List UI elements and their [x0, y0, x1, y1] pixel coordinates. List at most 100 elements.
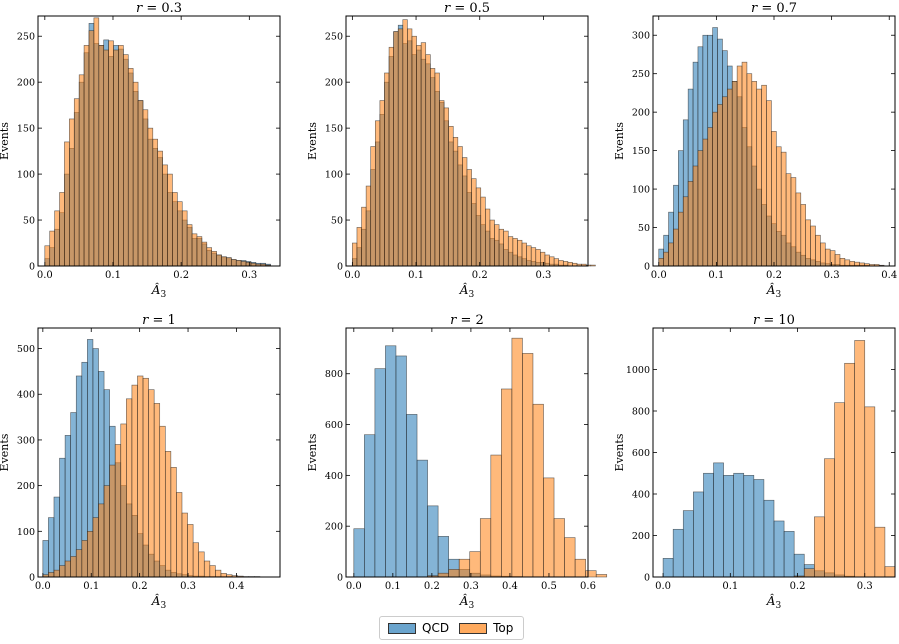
y-tick-label: 200 — [17, 481, 35, 492]
bar-top — [543, 477, 555, 578]
bar-top — [795, 192, 802, 267]
panel-title: r = 10 — [753, 313, 795, 328]
bar-top — [87, 531, 94, 578]
y-tick-label: 400 — [325, 471, 343, 482]
y-axis-label: Events — [306, 122, 319, 160]
bar-top — [585, 570, 597, 578]
legend-item-top: Top — [459, 621, 513, 635]
bar-qcd — [703, 472, 714, 578]
bar-top — [562, 261, 569, 267]
bar-qcd — [427, 505, 439, 578]
y-tick-label: 200 — [17, 78, 35, 89]
bar-top — [49, 230, 55, 267]
panel-title-var: r — [751, 1, 761, 16]
bar-top — [803, 568, 815, 578]
bar-top — [352, 242, 358, 267]
x-tick-label: 0.6 — [580, 581, 596, 592]
panel-3: 0.0 0.1 0.2 0.3 0.4 0 50 100 150 200 250 300 r = 0.7… — [613, 1, 897, 300]
bar-top — [53, 569, 60, 578]
bar-top — [231, 259, 237, 267]
y-tick-label: 300 — [632, 31, 650, 42]
bar-top — [44, 245, 51, 267]
bar-top — [494, 224, 500, 267]
panel-title-value: = 0.3 — [146, 1, 182, 16]
x-tick-label: 0.3 — [463, 581, 479, 592]
x-axis-label: Â3 — [459, 593, 475, 611]
bar-top — [501, 388, 513, 578]
bar-top — [64, 560, 71, 578]
bar-qcd — [385, 345, 397, 578]
bar-top — [147, 127, 154, 267]
bar-top — [702, 138, 709, 267]
panel-title: r = 0.7 — [751, 1, 797, 16]
bar-top — [443, 107, 449, 267]
bar-top — [176, 492, 183, 578]
bar-top — [191, 233, 198, 267]
y-tick-label: 50 — [331, 216, 343, 227]
bar-top — [181, 512, 188, 578]
bar-top — [88, 30, 95, 267]
x-tick-label: 0.1 — [408, 270, 424, 281]
panel-title-var: r — [136, 1, 146, 16]
bar-top — [73, 98, 80, 267]
y-tick-label: 0 — [644, 262, 650, 273]
bar-top — [211, 250, 217, 267]
x-axis-label-sub: 3 — [468, 601, 474, 611]
bar-top — [471, 178, 477, 267]
panel-title-var: r — [753, 313, 763, 328]
x-tick-label: 0.3 — [824, 270, 840, 281]
bar-top — [521, 242, 527, 267]
bar-top — [535, 249, 541, 267]
y-axis-label: Events — [306, 433, 319, 471]
x-tick-label: 0.2 — [132, 581, 148, 592]
x-tick-label: 0.3 — [535, 270, 551, 281]
bar-top — [517, 239, 523, 267]
bar-qcd — [406, 414, 418, 578]
x-axis-label: Â3 — [151, 593, 167, 611]
bar-top — [157, 150, 163, 267]
bar-top — [673, 228, 679, 267]
bar-top — [707, 127, 713, 267]
panel-2: 0.0 0.1 0.2 0.3 0 50 100 150 200 250 r = 0.5 Â3 Even… — [306, 1, 596, 300]
bar-top — [824, 458, 835, 578]
bar-top — [226, 257, 232, 267]
bar-top — [692, 165, 699, 267]
bar-top — [844, 362, 855, 578]
panel-title-value: = 10 — [763, 313, 795, 328]
bar-top — [172, 192, 178, 267]
panel-title-value: = 0.7 — [761, 1, 797, 16]
bar-top — [839, 258, 846, 267]
y-tick-label: 0 — [29, 262, 35, 273]
x-tick-label: 0.2 — [424, 581, 440, 592]
x-axis-label-sub: 3 — [468, 290, 474, 300]
bar-qcd — [395, 355, 407, 578]
y-axis-label: Events — [0, 433, 11, 471]
axes-frame — [37, 15, 281, 267]
bar-top — [167, 173, 173, 267]
bar-top — [131, 384, 138, 578]
axes-frame — [37, 327, 281, 578]
bar-top — [503, 230, 509, 267]
y-tick-label: 1000 — [626, 365, 650, 376]
y-tick-label: 250 — [325, 32, 343, 43]
bar-top — [558, 260, 564, 267]
bar-top — [103, 49, 109, 267]
bar-qcd — [773, 520, 785, 578]
bar-top — [162, 164, 168, 267]
bar-top — [198, 551, 205, 578]
y-tick-label: 100 — [17, 527, 35, 538]
x-tick-label: 0.4 — [881, 270, 897, 281]
bar-top — [761, 84, 767, 267]
y-tick-label: 0 — [644, 573, 650, 584]
x-tick-label: 0.2 — [766, 270, 782, 281]
x-tick-label: 0.1 — [105, 270, 121, 281]
bar-qcd — [662, 558, 674, 578]
bar-qcd — [437, 536, 449, 578]
y-tick-label: 300 — [17, 435, 35, 446]
legend-swatch-qcd — [388, 622, 416, 634]
bar-top — [209, 565, 216, 578]
bar-top — [201, 241, 208, 267]
bar-top — [507, 236, 514, 267]
y-tick-label: 0 — [337, 573, 343, 584]
y-tick-label: 150 — [632, 146, 650, 157]
